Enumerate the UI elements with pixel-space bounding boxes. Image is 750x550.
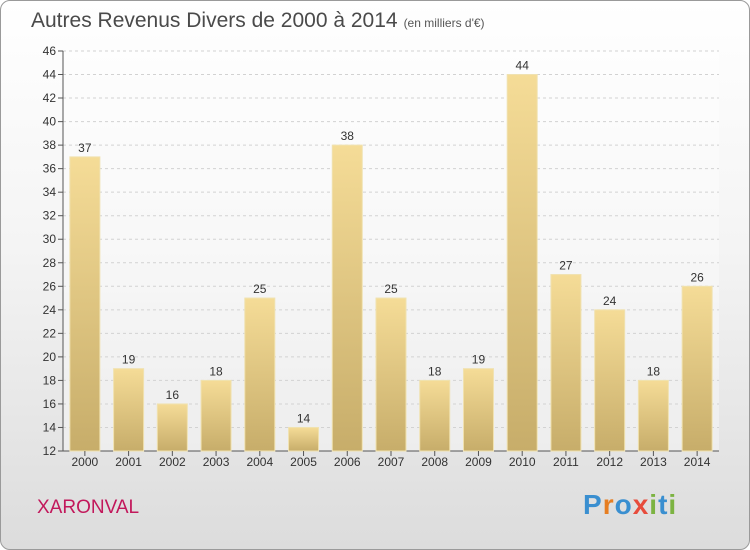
- y-tick-label: 14: [43, 420, 57, 434]
- x-tick-label: 2001: [115, 455, 142, 469]
- y-tick-label: 22: [43, 326, 57, 340]
- y-tick-label: 36: [43, 162, 57, 176]
- bar: [156, 403, 188, 452]
- y-tick-label: 30: [43, 232, 57, 246]
- bar: [637, 379, 669, 452]
- bar-value-label: 25: [384, 282, 398, 296]
- x-tick-label: 2011: [553, 455, 579, 469]
- y-tick-label: 26: [43, 279, 57, 293]
- bar: [594, 309, 626, 452]
- bar-value-label: 19: [122, 353, 136, 367]
- x-tick-label: 2003: [203, 455, 230, 469]
- logo-letter: i: [649, 489, 659, 520]
- bar-value-label: 37: [78, 141, 92, 155]
- y-tick-label: 34: [43, 185, 57, 199]
- x-tick-label: 2013: [640, 455, 667, 469]
- y-tick-label: 28: [43, 256, 57, 270]
- x-tick-label: 2006: [334, 455, 361, 469]
- y-tick-label: 40: [43, 115, 57, 129]
- x-tick-label: 2010: [509, 455, 536, 469]
- bar-value-label: 24: [603, 294, 617, 308]
- bar: [375, 297, 407, 452]
- bar: [419, 379, 451, 452]
- x-tick-label: 2007: [378, 455, 405, 469]
- bar: [681, 285, 713, 452]
- x-tick-label: 2008: [421, 455, 448, 469]
- bar: [113, 368, 145, 452]
- proxiti-logo: Proxiti: [583, 489, 677, 521]
- x-tick-label: 2000: [72, 455, 99, 469]
- chart-title: Autres Revenus Divers de 2000 à 2014 (en …: [31, 9, 485, 32]
- bar: [462, 368, 494, 452]
- bar-value-label: 18: [209, 364, 223, 378]
- bar: [550, 274, 582, 452]
- logo-letter: P: [583, 489, 603, 520]
- y-tick-label: 38: [43, 138, 57, 152]
- y-tick-label: 24: [43, 303, 57, 317]
- chart-subtitle: (en milliers d'€): [403, 16, 485, 30]
- y-tick-label: 42: [43, 91, 57, 105]
- bar-value-label: 27: [559, 259, 573, 273]
- bar-value-label: 44: [516, 59, 530, 73]
- y-tick-label: 16: [43, 397, 57, 411]
- x-tick-label: 2014: [684, 455, 711, 469]
- x-tick-label: 2004: [246, 455, 273, 469]
- bar-value-label: 16: [166, 388, 180, 402]
- bar: [244, 297, 276, 452]
- bar: [288, 426, 320, 452]
- y-tick-label: 20: [43, 350, 57, 364]
- bar-value-label: 14: [297, 411, 311, 425]
- bar-value-label: 26: [690, 270, 704, 284]
- bar-value-label: 19: [472, 353, 486, 367]
- bar-value-label: 38: [341, 129, 355, 143]
- y-tick-label: 12: [43, 444, 57, 458]
- bar-value-label: 18: [647, 364, 661, 378]
- y-tick-label: 18: [43, 373, 57, 387]
- logo-letter: o: [614, 489, 633, 520]
- x-tick-label: 2005: [290, 455, 317, 469]
- bar-value-label: 18: [428, 364, 442, 378]
- bar: [506, 74, 538, 452]
- logo-letter: r: [602, 489, 615, 520]
- location-label: XARONVAL: [37, 497, 140, 518]
- logo-letter: x: [632, 489, 650, 520]
- bar: [331, 144, 363, 452]
- bar: [200, 379, 232, 452]
- y-tick-label: 32: [43, 209, 57, 223]
- x-tick-label: 2012: [596, 455, 623, 469]
- logo-letter: t: [658, 489, 669, 520]
- x-tick-label: 2009: [465, 455, 492, 469]
- logo-letter: i: [668, 489, 678, 520]
- bar: [69, 156, 101, 452]
- bar-value-label: 25: [253, 282, 267, 296]
- y-tick-label: 44: [43, 68, 57, 82]
- y-tick-label: 46: [43, 44, 57, 58]
- x-tick-label: 2002: [159, 455, 186, 469]
